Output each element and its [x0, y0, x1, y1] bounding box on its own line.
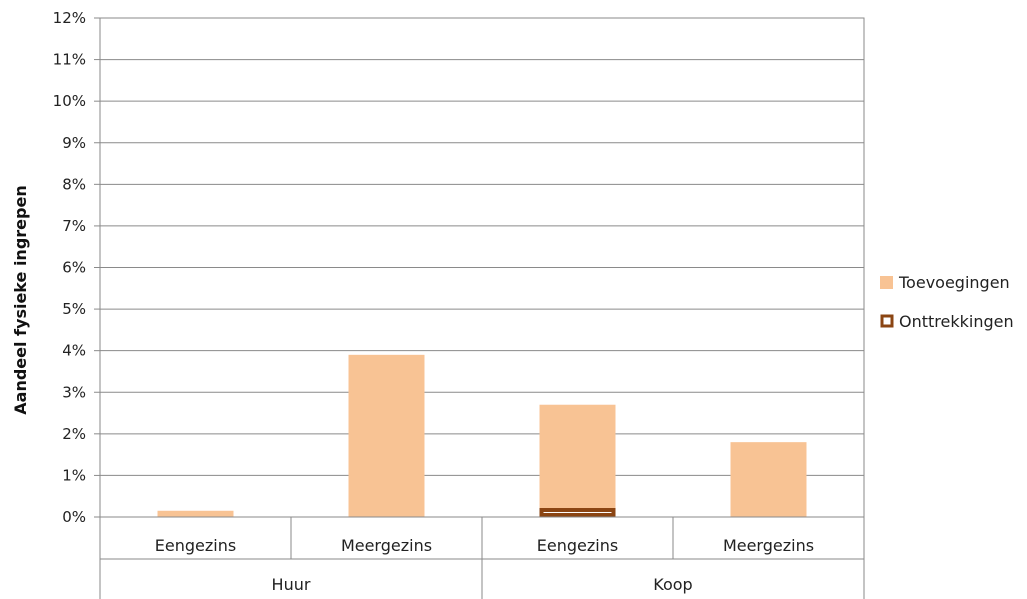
y-tick-label: 10% [53, 92, 86, 110]
y-tick-label: 8% [62, 175, 86, 193]
legend-label: Toevoegingen [898, 273, 1010, 292]
bar-toevoegingen [157, 510, 234, 517]
y-axis-title: Aandeel fysieke ingrepen [11, 185, 30, 414]
y-tick-label: 1% [62, 466, 86, 484]
category-label: Meergezins [341, 536, 432, 555]
group-label: Huur [272, 575, 311, 594]
legend-swatch [880, 314, 894, 328]
legend-label: Onttrekkingen [899, 312, 1014, 331]
group-label: Koop [653, 575, 692, 594]
y-tick-label: 2% [62, 425, 86, 443]
gridlines [100, 17, 864, 476]
bar-toevoegingen [348, 354, 425, 517]
category-label: Eengezins [537, 536, 618, 555]
y-tick-label: 12% [53, 9, 86, 27]
bar-onttrekkingen [539, 508, 616, 518]
y-tick-label: 7% [62, 217, 86, 235]
y-tick-label: 5% [62, 300, 86, 318]
category-label: Meergezins [723, 536, 814, 555]
y-axis-ticks: 0% 1% 2% 3% 4% 5% 6% 7% 8% 9% 10% 11% 12% [53, 9, 100, 526]
bars [157, 354, 807, 518]
category-label: Eengezins [155, 536, 236, 555]
axes [99, 17, 865, 599]
y-tick-label: 9% [62, 134, 86, 152]
bar-toevoegingen [730, 442, 807, 517]
y-tick-label: 11% [53, 51, 86, 69]
y-tick-label: 6% [62, 259, 86, 277]
y-tick-label: 3% [62, 383, 86, 401]
legend-swatch [880, 276, 893, 289]
legend: Toevoegingen Onttrekkingen [880, 273, 1014, 331]
category-labels: Eengezins Meergezins Eengezins Meergezins Hu… [155, 536, 814, 594]
y-tick-label: 4% [62, 342, 86, 360]
y-tick-label: 0% [62, 508, 86, 526]
bar-toevoegingen [539, 404, 616, 517]
